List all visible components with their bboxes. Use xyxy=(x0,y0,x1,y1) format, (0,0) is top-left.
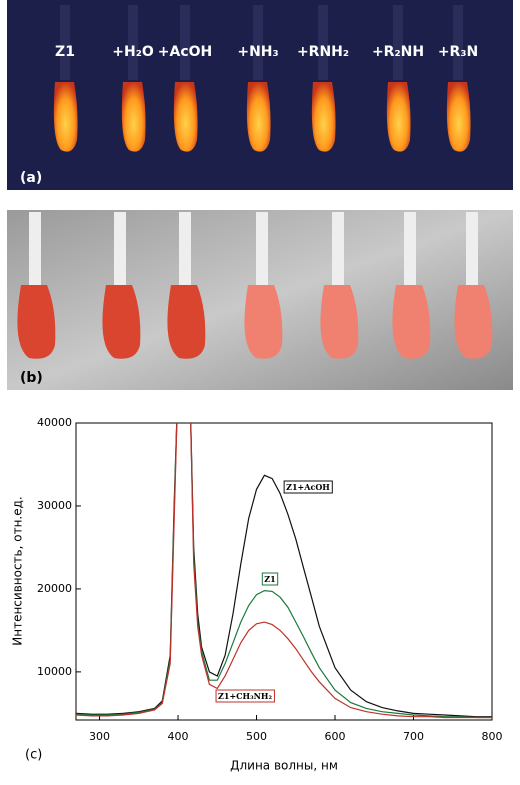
sample-label: +RNH₂ xyxy=(297,44,349,60)
y-tick-label: 20000 xyxy=(37,582,72,595)
stick xyxy=(466,212,478,287)
series-line xyxy=(76,423,492,719)
series-label-box xyxy=(283,480,333,494)
series-line xyxy=(76,423,492,718)
plot-area xyxy=(75,422,493,721)
swab xyxy=(454,285,493,359)
x-tick-label: 600 xyxy=(325,730,346,743)
swab xyxy=(246,82,271,152)
stick xyxy=(453,5,463,80)
x-tick-label: 700 xyxy=(403,730,424,743)
x-tick-label: 300 xyxy=(89,730,110,743)
stick xyxy=(60,5,70,80)
x-axis-title: Длина волны, нм xyxy=(230,759,338,773)
y-tick-label: 40000 xyxy=(37,416,72,429)
swab xyxy=(102,285,141,359)
swabs-b xyxy=(17,212,493,359)
sample-label: +R₃N xyxy=(438,44,478,60)
swab xyxy=(386,82,411,152)
sample-label: +H₂O xyxy=(112,44,154,60)
series-line xyxy=(76,423,492,719)
y-tick-label: 10000 xyxy=(37,665,72,678)
stick xyxy=(256,212,268,287)
stick xyxy=(318,5,328,80)
photo-label: (a) xyxy=(20,170,42,186)
swab xyxy=(244,285,283,359)
series-label: Z1 xyxy=(264,574,275,584)
sample-label: +AcOH xyxy=(158,44,212,60)
stick xyxy=(393,5,403,80)
swabs-a: Z1 +H₂O +AcOH +NH₃ +RNH₂ +R₂NH +R₃N xyxy=(53,5,478,152)
swab xyxy=(17,285,56,359)
series-label-box xyxy=(215,689,275,703)
series-label: Z1+CH₃NH₂ xyxy=(218,691,272,701)
stick xyxy=(114,212,126,287)
swab xyxy=(167,285,206,359)
sample-label: +NH₃ xyxy=(237,44,278,60)
photo-label: (b) xyxy=(20,370,43,386)
y-tick-label: 30000 xyxy=(37,499,72,512)
swab xyxy=(173,82,198,152)
sample-label: Z1 xyxy=(55,44,75,60)
swab xyxy=(121,82,146,152)
stick xyxy=(180,5,190,80)
stick xyxy=(29,212,41,287)
stick xyxy=(128,5,138,80)
x-tick-label: 500 xyxy=(246,730,267,743)
x-tick-label: 800 xyxy=(482,730,503,743)
x-tick-label: 400 xyxy=(168,730,189,743)
y-axis-title: Интенсивность, отн.ед. xyxy=(11,496,25,645)
swab xyxy=(53,82,78,152)
swab xyxy=(392,285,431,359)
series-label: Z1+AcOH xyxy=(286,482,330,492)
swab xyxy=(446,82,471,152)
stick xyxy=(404,212,416,287)
stick xyxy=(332,212,344,287)
panel-label: (c) xyxy=(25,748,42,763)
swab xyxy=(311,82,336,152)
swab xyxy=(320,285,359,359)
stick xyxy=(179,212,191,287)
sample-label: +R₂NH xyxy=(372,44,424,60)
series-label-box xyxy=(261,572,279,586)
stick xyxy=(253,5,263,80)
